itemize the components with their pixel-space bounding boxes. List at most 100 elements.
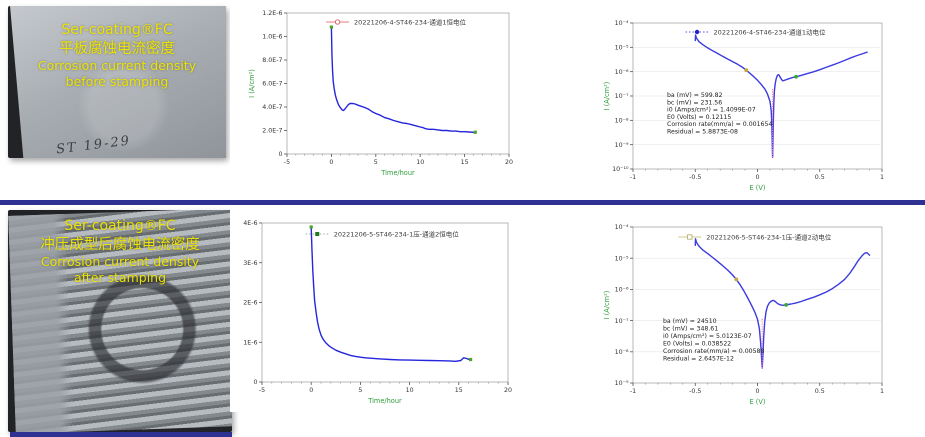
svg-text:0: 0 bbox=[253, 379, 257, 386]
data-series bbox=[694, 34, 868, 159]
svg-text:I (A/cm²): I (A/cm²) bbox=[248, 69, 256, 98]
svg-text:-5: -5 bbox=[284, 159, 290, 166]
endpoint-marker bbox=[309, 225, 313, 229]
svg-text:15: 15 bbox=[455, 387, 463, 394]
svg-text:10⁻⁴: 10⁻⁴ bbox=[615, 20, 629, 27]
data-series bbox=[694, 238, 871, 369]
svg-text:10⁻⁸: 10⁻⁸ bbox=[615, 349, 629, 356]
potentiostatic-before-svg: -5 0 5 10 15 2002.0E-74.0E-76.0E-78.0E-71.0E-… bbox=[248, 10, 513, 177]
potentiodynamic-before-svg: -1 -0.5 0 0.5 1 10⁻¹⁰ 10⁻⁹ 10⁻⁸ 10⁻⁷ 10⁻⁶ 10⁻⁵ 10⁻⁴… bbox=[603, 20, 884, 192]
svg-text:Corrosion rate(mm/a) = 0.00588: Corrosion rate(mm/a) = 0.00588 bbox=[663, 348, 764, 355]
bottom-accent-bar bbox=[10, 432, 232, 437]
svg-text:20221206-5-ST46-234-1压-通道2恒电位: 20221206-5-ST46-234-1压-通道2恒电位 bbox=[334, 229, 459, 238]
svg-text:10⁻⁴: 10⁻⁴ bbox=[615, 224, 629, 231]
data-series bbox=[310, 226, 472, 363]
svg-text:-5: -5 bbox=[259, 387, 265, 394]
reference-dot bbox=[744, 68, 749, 73]
endpoint-marker bbox=[473, 130, 477, 134]
svg-text:4E-6: 4E-6 bbox=[243, 220, 257, 227]
svg-text:-0.5: -0.5 bbox=[689, 388, 701, 395]
svg-text:1: 1 bbox=[880, 174, 884, 181]
svg-text:I (A/cm²): I (A/cm²) bbox=[603, 291, 611, 320]
svg-text:10⁻⁹: 10⁻⁹ bbox=[615, 142, 629, 149]
svg-text:0: 0 bbox=[755, 388, 759, 395]
svg-text:Time/hour: Time/hour bbox=[367, 397, 402, 405]
photo-caption-after: Ser-coating®FC 冲压成型后腐蚀电流密度 Corrosion cur… bbox=[8, 218, 232, 286]
svg-text:10⁻¹⁰: 10⁻¹⁰ bbox=[612, 166, 629, 173]
caption-english-1: Corrosion current density bbox=[40, 254, 200, 270]
svg-text:4.0E-7: 4.0E-7 bbox=[262, 104, 282, 111]
reference-dot bbox=[784, 302, 789, 307]
svg-text:10⁻⁵: 10⁻⁵ bbox=[615, 255, 629, 262]
svg-text:10⁻⁷: 10⁻⁷ bbox=[615, 318, 629, 325]
svg-text:5: 5 bbox=[358, 387, 362, 394]
svg-text:8.0E-7: 8.0E-7 bbox=[262, 57, 282, 64]
svg-text:Residual = 2.6457E-12: Residual = 2.6457E-12 bbox=[663, 356, 734, 363]
svg-text:0: 0 bbox=[755, 174, 759, 181]
svg-text:1: 1 bbox=[880, 388, 884, 395]
svg-text:ba (mV) = 24510: ba (mV) = 24510 bbox=[663, 318, 717, 325]
caption-chinese: 平板腐蚀电流密度 bbox=[59, 40, 175, 57]
svg-text:-1: -1 bbox=[630, 174, 636, 181]
svg-text:10⁻⁷: 10⁻⁷ bbox=[615, 93, 629, 100]
svg-text:10⁻⁶: 10⁻⁶ bbox=[615, 69, 629, 76]
potentiodynamic-after-svg: -1 -0.5 0 0.5 1 10⁻⁹ 10⁻⁸ 10⁻⁷ 10⁻⁶ 10⁻⁵ 10⁻⁴ E (V)… bbox=[603, 224, 884, 406]
svg-text:E (V): E (V) bbox=[750, 184, 766, 192]
legend bbox=[326, 19, 350, 25]
svg-text:Time/hour: Time/hour bbox=[380, 169, 415, 177]
svg-text:-0.5: -0.5 bbox=[689, 174, 701, 181]
svg-text:3E-6: 3E-6 bbox=[243, 260, 257, 267]
legend bbox=[678, 234, 702, 240]
caption-product-name: Ser-coating®FC bbox=[61, 22, 173, 38]
legend bbox=[685, 29, 709, 35]
svg-text:E (V): E (V) bbox=[750, 398, 766, 406]
svg-text:I (A/cm²): I (A/cm²) bbox=[603, 82, 611, 111]
chart-potentiostatic-before: -5 0 5 10 15 20 0 2.0E-7 4.0E-7 6.0E-7 8.0E-7 1.0E-… bbox=[230, 0, 530, 200]
svg-text:1.2E-6: 1.2E-6 bbox=[262, 10, 282, 17]
svg-text:bc (mV) = 231.56: bc (mV) = 231.56 bbox=[667, 99, 722, 106]
svg-text:6.0E-7: 6.0E-7 bbox=[262, 81, 282, 88]
data-series bbox=[330, 26, 477, 134]
svg-text:2.0E-7: 2.0E-7 bbox=[262, 128, 282, 135]
svg-text:10⁻⁵: 10⁻⁵ bbox=[615, 45, 629, 52]
svg-text:ba (mV) = 599.82: ba (mV) = 599.82 bbox=[667, 92, 723, 99]
photo-before-stamping: Ser-coating®FC 平板腐蚀电流密度 Corrosion curren… bbox=[8, 6, 226, 158]
svg-text:Corrosion rate(mm/a) = 0.00165: Corrosion rate(mm/a) = 0.001654 bbox=[667, 121, 772, 128]
endpoint-marker bbox=[469, 357, 473, 362]
caption-english-2: before stamping bbox=[65, 74, 169, 90]
svg-text:E0 (Volts) = 0.12115: E0 (Volts) = 0.12115 bbox=[667, 114, 731, 121]
svg-text:bc (mV) = 348.61: bc (mV) = 348.61 bbox=[663, 326, 718, 333]
svg-text:0.5: 0.5 bbox=[815, 388, 825, 395]
row-divider-bar bbox=[0, 200, 925, 205]
svg-text:20221206-5-ST46-234-1压-通道2动电位: 20221206-5-ST46-234-1压-通道2动电位 bbox=[706, 232, 831, 241]
reference-dot bbox=[794, 74, 798, 79]
svg-text:Residual = 5.8873E-08: Residual = 5.8873E-08 bbox=[667, 129, 738, 136]
photo-after-stamping: Ser-coating®FC 冲压成型后腐蚀电流密度 Corrosion cur… bbox=[8, 210, 232, 432]
svg-text:10: 10 bbox=[406, 387, 414, 394]
svg-text:2E-6: 2E-6 bbox=[243, 300, 257, 307]
svg-text:20: 20 bbox=[504, 387, 512, 394]
svg-text:10⁻⁹: 10⁻⁹ bbox=[615, 380, 629, 387]
svg-text:1E-6: 1E-6 bbox=[243, 339, 257, 346]
svg-text:5: 5 bbox=[374, 159, 378, 166]
photo-caption-before: Ser-coating®FC 平板腐蚀电流密度 Corrosion curren… bbox=[8, 22, 226, 90]
svg-text:i0 (Amps/cm²) = 5.0123E-07: i0 (Amps/cm²) = 5.0123E-07 bbox=[663, 333, 752, 340]
caption-english-2: after stamping bbox=[73, 270, 167, 286]
svg-text:1.0E-6: 1.0E-6 bbox=[262, 34, 282, 41]
chart-potentiodynamic-before: -1 -0.5 0 0.5 1 10⁻¹⁰ 10⁻⁹ 10⁻⁸ 10⁻⁷ 10⁻⁶ 10⁻⁵ 10⁻⁴… bbox=[595, 0, 925, 200]
reference-dot bbox=[734, 277, 739, 282]
caption-chinese: 冲压成型后腐蚀电流密度 bbox=[40, 236, 200, 253]
svg-text:I (A/cm²): I (A/cm²) bbox=[230, 288, 231, 317]
svg-text:10⁻⁶: 10⁻⁶ bbox=[615, 287, 629, 294]
svg-text:E0 (Volts) = 0.038522: E0 (Volts) = 0.038522 bbox=[663, 341, 731, 348]
svg-text:10⁻⁸: 10⁻⁸ bbox=[615, 118, 629, 125]
svg-text:10: 10 bbox=[416, 159, 424, 166]
svg-text:0: 0 bbox=[309, 387, 313, 394]
svg-text:15: 15 bbox=[461, 159, 469, 166]
svg-text:20221206-4-ST46-234-通道1动电位: 20221206-4-ST46-234-通道1动电位 bbox=[714, 27, 827, 36]
svg-text:0: 0 bbox=[329, 159, 333, 166]
chart-potentiodynamic-after: -1 -0.5 0 0.5 1 10⁻⁹ 10⁻⁸ 10⁻⁷ 10⁻⁶ 10⁻⁵ 10⁻⁴ E (V)… bbox=[595, 207, 925, 419]
